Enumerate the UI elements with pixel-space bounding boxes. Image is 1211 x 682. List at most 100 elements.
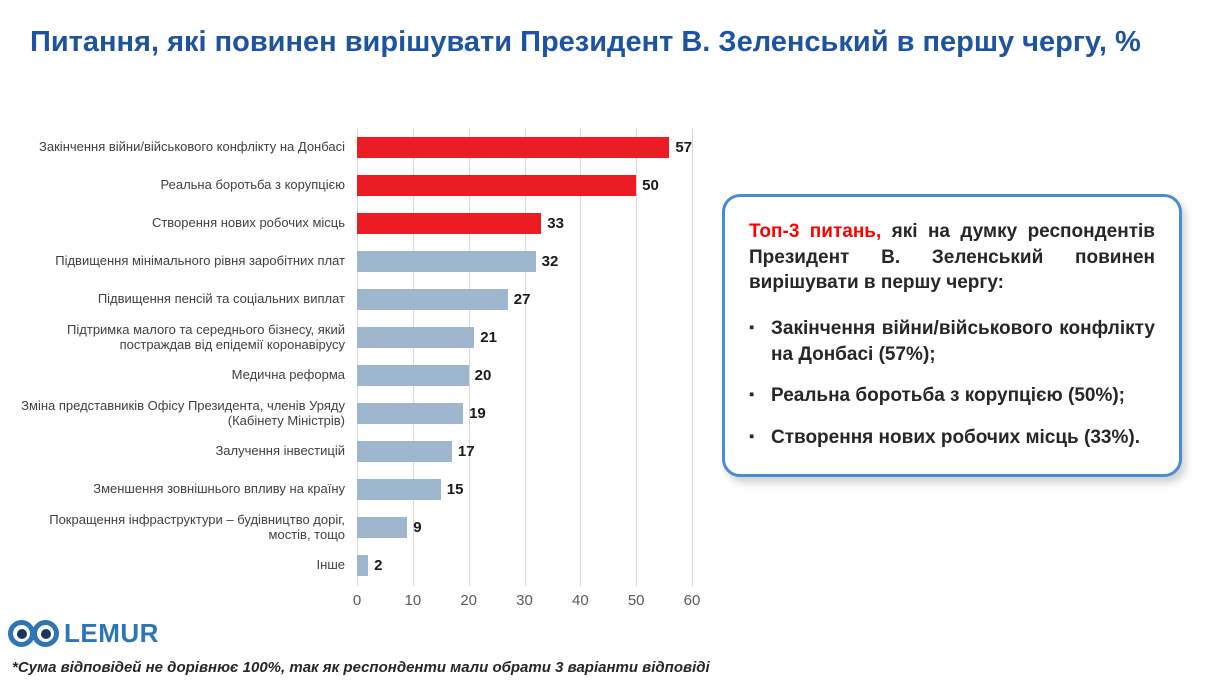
bullet-marker: ▪ (749, 386, 755, 404)
callout-bullet-list: ▪ Закінчення війни/військового конфлікту … (749, 316, 1155, 451)
category-label: Зменшення зовнішнього впливу на країну (93, 481, 345, 497)
bullet-text: Реальна боротьба з корупцією (50%); (771, 385, 1126, 407)
x-tick-label: 0 (352, 592, 362, 609)
page-title: Питання, які повинен вирішувати Президен… (30, 26, 1141, 58)
x-axis: 0 10 20 30 40 50 60 (353, 592, 701, 614)
chart-row: Підвищення мінімального рівня заробітних… (10, 242, 692, 280)
bar (357, 516, 408, 538)
bullet-marker: ▪ (749, 318, 755, 336)
chart-row: Покращення інфраструктури – будівництво … (10, 508, 692, 546)
gridline (468, 128, 470, 586)
chart-row: Залучення інвестицій 17 (10, 432, 692, 470)
chart-row: Реальна боротьба з корупцією 50 (10, 166, 692, 204)
category-label: Зміна представників Офісу Президента, чл… (21, 397, 345, 428)
value-label: 19 (469, 404, 486, 422)
x-tick-label: 40 (571, 592, 589, 609)
bar (357, 478, 441, 500)
category-label: Інше (316, 557, 345, 573)
bar-track: 20 (357, 356, 692, 394)
bar (357, 402, 464, 424)
logo-text: LEMUR (64, 618, 159, 648)
gridline (636, 128, 638, 586)
x-tick-label: 10 (404, 592, 422, 609)
value-label: 21 (480, 328, 497, 346)
bar (357, 174, 637, 196)
value-label: 27 (513, 290, 531, 308)
bar (357, 554, 369, 576)
x-tick-label: 30 (516, 592, 533, 609)
bar (357, 212, 542, 234)
value-label: 17 (457, 442, 475, 460)
category-label: Закінчення війни/військового конфлікту н… (39, 139, 345, 155)
chart-gridlines (357, 128, 693, 586)
chart-row: Створення нових робочих місць 33 (10, 204, 692, 242)
bar-track: 57 (357, 128, 692, 166)
gridline (692, 128, 693, 586)
x-tick-label: 20 (460, 592, 477, 609)
bar-chart: Закінчення війни/військового конфлікту н… (10, 128, 701, 614)
value-label: 50 (642, 176, 659, 194)
callout-lead-rest: які на думку респондентів Президент В. З… (749, 221, 1155, 294)
value-label: 32 (541, 252, 559, 270)
callout-bullet: ▪ Закінчення війни/військового конфлікту … (749, 316, 1155, 367)
category-label: Створення нових робочих місць (151, 215, 345, 231)
value-label: 2 (374, 556, 383, 574)
value-label: 20 (474, 366, 492, 384)
category-label: Підвищення мінімального рівня заробітних… (55, 253, 345, 269)
chart-row: Закінчення війни/військового конфлікту н… (10, 128, 692, 166)
gridline (357, 128, 358, 586)
bar-track: 33 (357, 204, 692, 242)
bar-track: 32 (357, 242, 692, 280)
bar (357, 326, 475, 348)
bar-track: 9 (357, 508, 692, 546)
chart-row: Зміна представників Офісу Президента, чл… (10, 394, 692, 432)
bar (357, 288, 508, 310)
bar-track: 19 (357, 394, 692, 432)
category-label: Покращення інфраструктури – будівництво … (49, 511, 345, 542)
logo-pupil-icon (40, 628, 51, 639)
bar-track: 17 (357, 432, 692, 470)
bar-track: 27 (357, 280, 692, 318)
chart-rows: Закінчення війни/військового конфлікту н… (10, 128, 692, 584)
callout-lead: Топ-3 питань, які на думку респондентів … (749, 219, 1155, 296)
chart-row: Інше 2 (10, 546, 692, 584)
bullet-marker: ▪ (749, 427, 755, 445)
logo-eye-icon (8, 620, 35, 647)
chart-row: Медична реформа 20 (10, 356, 692, 394)
bullet-text: Створення нових робочих місць (33%). (771, 426, 1140, 448)
value-label: 9 (413, 518, 422, 536)
callout-bullet: ▪ Реальна боротьба з корупцією (50%); (749, 383, 1155, 409)
gridline (580, 128, 582, 586)
callout-lead-highlight: Топ-3 питань, (749, 221, 882, 242)
bar (357, 250, 536, 272)
bar (357, 440, 452, 462)
bar (357, 364, 469, 386)
top3-callout-box: Топ-3 питань, які на думку респондентів … (722, 194, 1182, 478)
chart-row: Підвищення пенсій та соціальних виплат 27 (10, 280, 692, 318)
category-label: Реальна боротьба з корупцією (160, 177, 345, 193)
bar-track: 2 (357, 546, 692, 584)
chart-row: Підтримка малого та середнього бізнесу, … (10, 318, 692, 356)
value-label: 33 (547, 214, 564, 232)
bar-track: 21 (357, 318, 692, 356)
logo-pupil-icon (16, 628, 27, 639)
lemur-logo: LEMUR (8, 618, 159, 649)
gridline (412, 128, 414, 586)
value-label: 57 (675, 138, 692, 156)
bar (357, 136, 670, 158)
category-label: Підтримка малого та середнього бізнесу, … (67, 321, 345, 352)
callout-bullet: ▪ Створення нових робочих місць (33%). (749, 425, 1155, 451)
bullet-text: Закінчення війни/військового конфлікту н… (771, 317, 1155, 365)
x-tick-label: 60 (683, 592, 701, 609)
footnote: *Сума відповідей не дорівнює 100%, так я… (12, 659, 710, 676)
bar-track: 15 (357, 470, 692, 508)
category-label: Підвищення пенсій та соціальних виплат (97, 291, 345, 307)
x-tick-label: 50 (627, 592, 645, 609)
logo-eye-icon (32, 620, 59, 647)
category-label: Медична реформа (231, 367, 345, 383)
gridline (524, 128, 526, 586)
chart-row: Зменшення зовнішнього впливу на країну 15 (10, 470, 692, 508)
bar-track: 50 (357, 166, 692, 204)
category-label: Залучення інвестицій (215, 443, 345, 459)
